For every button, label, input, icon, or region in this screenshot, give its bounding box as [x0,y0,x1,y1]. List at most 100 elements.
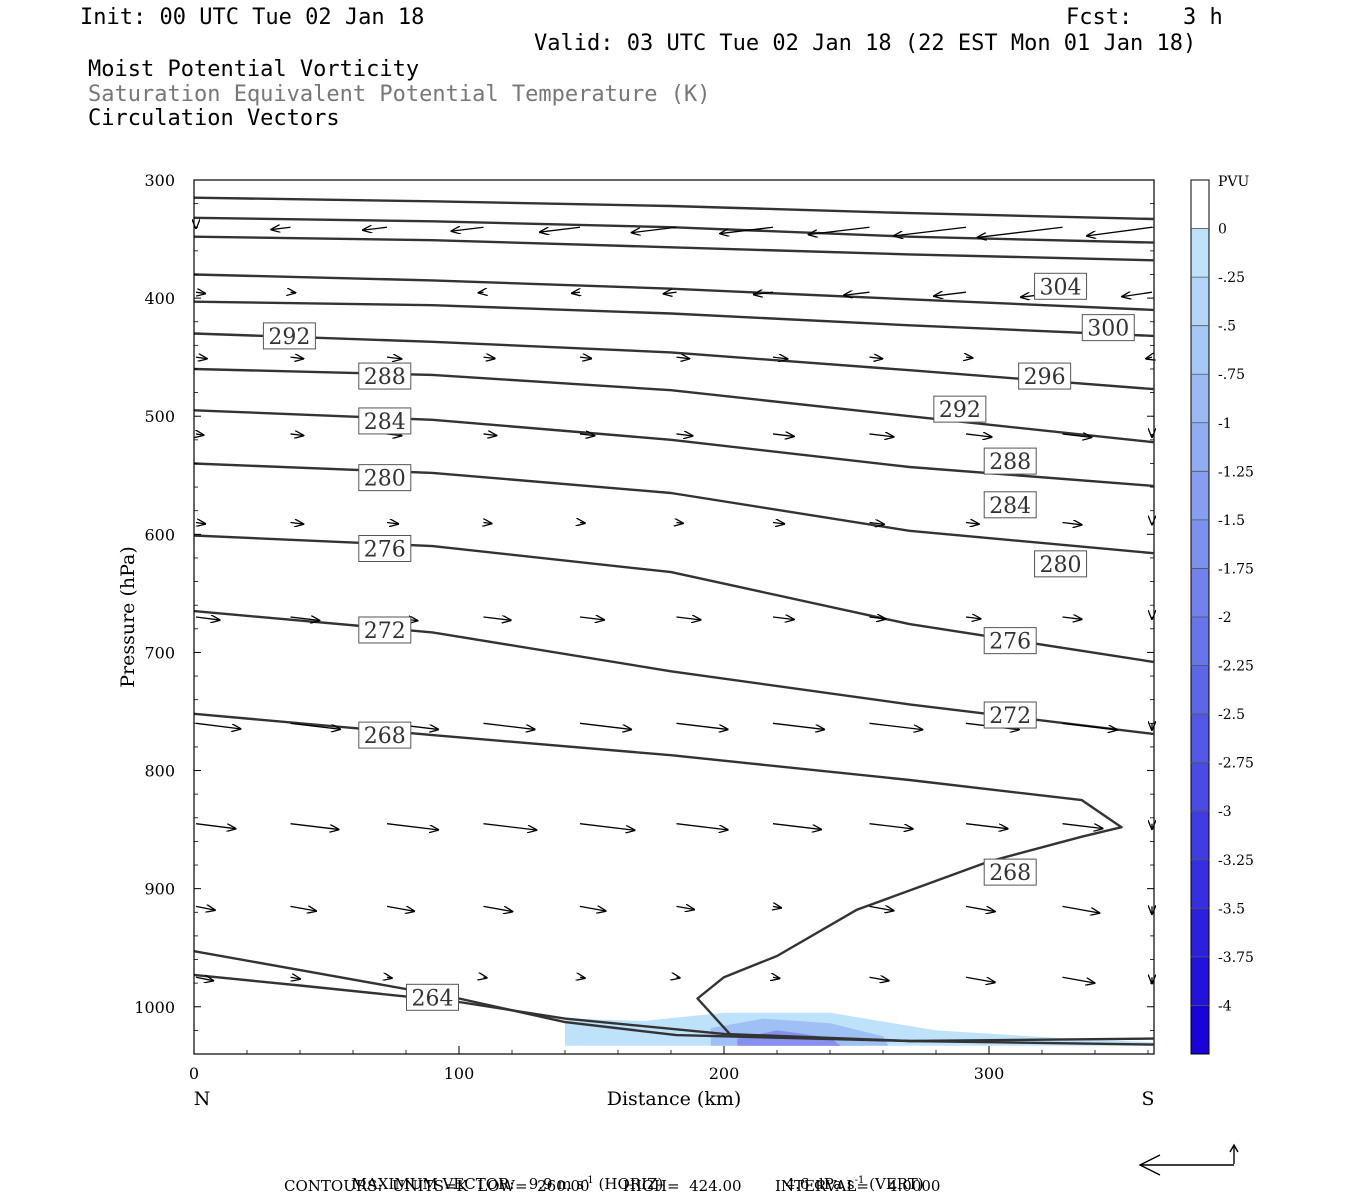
colorbar-title: PVU [1218,174,1250,190]
contour-label-box-4 [1018,362,1072,390]
vector-r5-c8 [965,617,980,619]
vector-r4-c3 [484,523,492,524]
vector-r7-c7 [869,823,913,829]
vector-r2-c7 [869,357,883,359]
y-tick-label-700: 700 [144,643,175,662]
colorbar-label-10: -2.5 [1218,707,1245,723]
y-tick-label-1000: 1000 [134,998,175,1017]
y-axis-label: Pressure (hPa) [117,546,139,688]
colorbar-cell-10 [1191,665,1209,715]
vector-r6-c3 [483,722,535,729]
contour-label-box-8 [358,464,412,492]
vector-r4-c8 [965,523,979,525]
contour-label-280: 280 [364,467,406,492]
colorbar-cell-15 [1191,908,1209,958]
colorbar-cell-5 [1191,422,1209,472]
field-title-vectors: Circulation Vectors [88,106,340,131]
vector-r8-c7 [869,906,894,910]
vector-r3-c9 [1062,434,1092,437]
forecast-label: Fcst: [1066,5,1133,30]
vector-r5-c4 [579,617,604,620]
colorbar-label-4: -1 [1218,416,1232,432]
colorbar-label-16: -4 [1218,998,1232,1014]
theta-contour-292 [193,332,1154,391]
vector-r5-c6 [772,617,794,619]
y-tick-label-300: 300 [144,171,175,190]
theta-contour-268 [193,712,1123,1038]
colorbar-label-3: -.75 [1218,367,1245,383]
vector-r3-c3 [483,434,497,436]
vector-r1-c5 [664,292,677,294]
y-tick-label-400: 400 [144,289,175,308]
x-tick-label-300: 300 [974,1064,1005,1083]
vector-r5-c0 [195,617,220,620]
theta-contour-unlabeled-13 [193,973,1154,1046]
contour-label-box-12 [358,616,412,644]
vector-r3-c6 [772,434,794,436]
vert-unit: (VERT) [869,1175,924,1193]
colorbar-cell-12 [1191,762,1209,812]
colorbar-cell-7 [1191,519,1209,569]
forecast-hour: 3 h [1183,5,1223,30]
vector-r2-c3 [483,357,495,358]
contour-label-box-11 [1034,550,1088,578]
vector-r7-c9 [1062,823,1103,829]
contour-label-292: 292 [268,325,310,350]
colorbar-label-2: -.5 [1218,319,1236,335]
contour-label-box-6 [358,407,412,435]
vector-r5-c7 [869,617,886,619]
contour-label-284: 284 [364,410,406,435]
vector-r6-c0 [195,722,240,729]
theta-contour-280 [193,462,1154,555]
contour-label-284: 284 [989,494,1031,519]
theta-contour-unlabeled-2 [193,235,1154,262]
vector-r3-c1 [290,434,304,436]
vert-value: 4.6 dPa s [785,1175,855,1193]
vector-r8-c2 [386,905,414,911]
colorbar-cell-14 [1191,859,1209,909]
vector-r7-c0 [195,823,236,829]
vector-r5-c9 [1062,617,1082,619]
vector-r9-c4 [580,977,585,978]
colorbar-label-14: -3.5 [1218,901,1245,917]
vector-r3-c7 [869,434,894,437]
contour-label-280: 280 [1040,553,1082,578]
contour-label-300: 300 [1087,317,1129,342]
vector-r1-c3 [479,292,484,293]
vector-r3-c8 [965,434,992,437]
max-vector-line: MAXIMUM VECTOR: 9.9 m s-1 (HORIZ) [342,1157,664,1193]
vector-r7-c5 [676,823,728,830]
vector-r1-c10 [1122,292,1153,296]
contours-info: CONTOURS: UNITS=K LOW= 260.00 HIGH= 424.… [284,1177,941,1195]
contour-label-box-9 [983,491,1037,519]
vector-r0-c9 [978,226,1063,237]
contour-label-272: 272 [989,704,1031,729]
colorbar-label-5: -1.25 [1218,464,1254,480]
vector-r1-c6 [754,292,774,294]
contour-label-304: 304 [1040,275,1082,300]
contour-label-268: 268 [989,861,1031,886]
vector-r8-c1 [290,906,317,911]
vector-r2-c8 [966,357,972,358]
colorbar-cell-16 [1191,956,1209,1006]
vector-r7-c3 [483,823,537,830]
theta-contour-304 [193,196,1154,221]
vector-r2-c4 [579,357,591,358]
vector-r1-c4 [572,292,580,293]
vector-r1-c7 [844,292,870,295]
y-tick-label-500: 500 [144,407,175,426]
vector-r6-c5 [676,722,728,729]
contour-label-288: 288 [989,450,1031,475]
vector-r0-c2 [363,227,388,230]
vector-r0-c10 [1087,226,1153,236]
x-tick-label-0: 0 [189,1064,199,1083]
colorbar-label-8: -2 [1218,610,1232,626]
vector-r9-c7 [869,977,889,980]
vector-r3-c0 [196,434,204,435]
valid-time: Valid: 03 UTC Tue 02 Jan 18 (22 EST Mon … [534,31,1197,56]
vector-r7-c8 [965,823,1008,829]
colorbar-cell-11 [1191,714,1209,764]
contour-label-box-15 [358,721,412,749]
colorbar-label-0: 0 [1218,222,1227,238]
